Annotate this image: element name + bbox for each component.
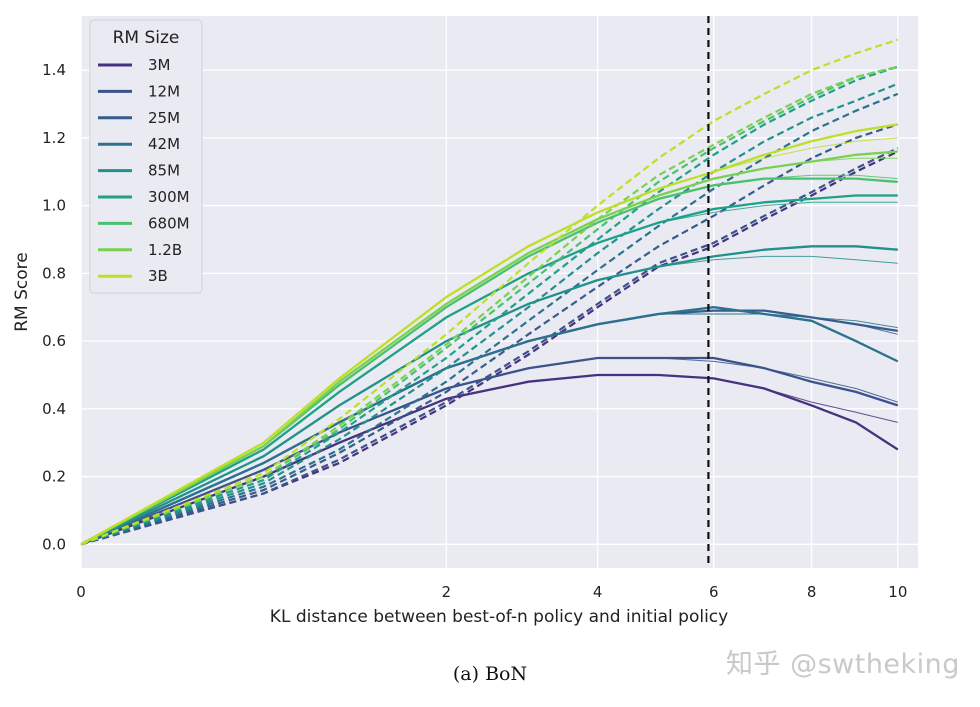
y-tick-label: 0.0 [42,535,66,553]
y-tick-label: 1.0 [42,197,66,215]
series-line [80,245,898,546]
y-tick-label: 0.8 [42,264,66,282]
series-line [80,356,899,546]
series-line [80,177,898,546]
legend-label: 300M [148,188,190,206]
series-line [80,150,898,546]
series-gold-line [80,123,899,546]
x-tick-label: 4 [593,583,603,601]
x-axis-label: KL distance between best-of-n policy and… [270,607,728,627]
series-line [80,306,899,546]
x-tick-label: 10 [888,583,907,601]
legend-label: 3B [148,267,168,285]
series-gold-line [80,65,899,546]
y-tick-label: 0.2 [42,468,66,486]
x-tick-labels: 0 2 4 6 8 10 [76,583,907,601]
legend-label: 25M [148,109,180,127]
legend-label: 85M [148,162,180,180]
legend-items: 3M 12M 25M 42M 85M 300M 680M 1.2B 3B [98,56,190,285]
series-gold-line [80,150,899,546]
series-gold-line [80,82,899,546]
grid [80,16,918,568]
legend-label: 12M [148,82,180,100]
series-gold-line [80,65,899,546]
plot-background [81,16,918,568]
x-tick-label: 6 [709,583,719,601]
series-line [80,194,898,546]
x-tick-label: 2 [442,583,452,601]
series-line [80,373,899,546]
x-tick-label: 8 [807,583,817,601]
figure-caption: (a) BoN [452,663,528,685]
y-tick-labels: 0.0 0.2 0.4 0.6 0.8 1.0 1.2 1.4 [42,61,66,553]
watermark: 知乎 @swtheking [726,649,960,680]
legend-title: RM Size [113,28,180,48]
series-gold-line [80,147,899,546]
y-tick-label: 1.4 [42,61,66,79]
legend-box [89,19,203,294]
series-gold-line [80,92,899,546]
series-lines [80,38,899,546]
series-line [80,123,898,546]
series-gold-line [80,38,899,546]
y-tick-label: 1.2 [42,129,66,147]
y-tick-label: 0.6 [42,332,66,350]
legend-label: 680M [148,214,190,232]
x-tick-label: 0 [76,583,86,601]
legend-label: 42M [148,135,180,153]
series-gold-line [80,65,899,546]
y-tick-label: 0.4 [42,400,66,418]
legend-label: 1.2B [148,241,182,259]
legend: RM Size 3M 12M 25M 42M 85M 300M 680M 1.2B 3B [89,19,203,294]
y-axis-label: RM Score [12,252,32,332]
legend-label: 3M [148,56,171,74]
